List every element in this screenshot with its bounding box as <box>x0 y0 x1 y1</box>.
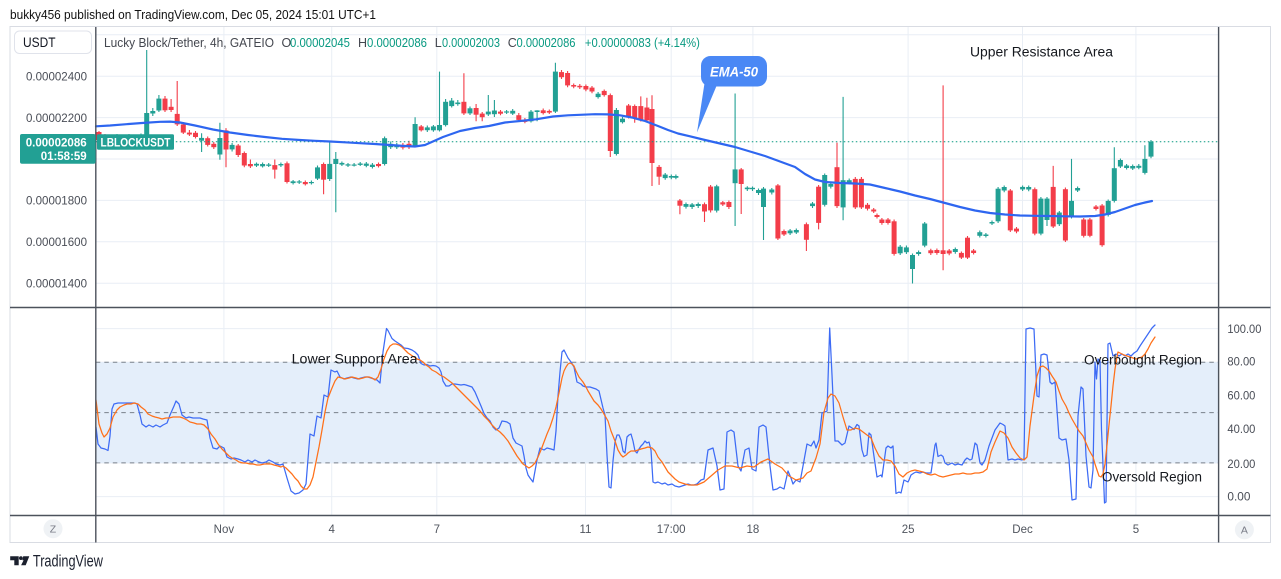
svg-text:Nov: Nov <box>214 524 235 536</box>
svg-text:USDT: USDT <box>23 34 56 50</box>
svg-text:Oversold Region: Oversold Region <box>1102 470 1202 485</box>
svg-text:LBLOCKUSDT: LBLOCKUSDT <box>101 135 172 149</box>
svg-text:7: 7 <box>434 524 440 536</box>
svg-text:0.00001400: 0.00001400 <box>26 276 87 290</box>
svg-text:0.00002200: 0.00002200 <box>26 111 87 125</box>
svg-text:Lower Support Area: Lower Support Area <box>292 352 419 367</box>
svg-text:Lucky Block/Tether, 4h, GATEIO: Lucky Block/Tether, 4h, GATEIO <box>104 36 274 50</box>
svg-text:80.00: 80.00 <box>1227 355 1255 369</box>
svg-text:0.00001600: 0.00001600 <box>26 235 87 249</box>
svg-text:01:58:59: 01:58:59 <box>41 149 87 163</box>
svg-text:60.00: 60.00 <box>1227 389 1255 403</box>
svg-text:40.00: 40.00 <box>1227 422 1255 436</box>
svg-text:0.00002086: 0.00002086 <box>517 36 576 50</box>
svg-text:Upper Resistance Area: Upper Resistance Area <box>970 45 1114 60</box>
svg-text:20.00: 20.00 <box>1227 457 1255 471</box>
svg-text:11: 11 <box>580 524 592 536</box>
svg-text:0.00002086: 0.00002086 <box>367 36 427 50</box>
svg-text:100.00: 100.00 <box>1227 322 1261 336</box>
svg-text:5: 5 <box>1133 524 1139 536</box>
svg-text:0.00002003: 0.00002003 <box>442 36 500 50</box>
svg-text:Dec: Dec <box>1012 524 1033 536</box>
svg-text:0.00: 0.00 <box>1227 490 1250 504</box>
svg-text:25: 25 <box>902 524 915 536</box>
svg-text:bukky456 published on TradingV: bukky456 published on TradingView.com, D… <box>10 7 376 22</box>
svg-text:+0.00000083 (+4.14%): +0.00000083 (+4.14%) <box>585 36 700 50</box>
svg-text:O: O <box>282 36 292 50</box>
svg-text:0.00001800: 0.00001800 <box>26 194 87 208</box>
svg-text:Overbought Region: Overbought Region <box>1084 353 1202 368</box>
svg-text:H: H <box>358 36 367 50</box>
svg-text:A: A <box>1241 525 1248 537</box>
svg-text:TradingView: TradingView <box>33 553 103 571</box>
svg-text:17:00: 17:00 <box>657 524 686 536</box>
svg-text:4: 4 <box>328 524 335 536</box>
svg-text:0.00002400: 0.00002400 <box>26 69 87 83</box>
svg-text:C: C <box>508 36 517 50</box>
svg-text:0.00002045: 0.00002045 <box>290 36 350 50</box>
svg-text:Z: Z <box>50 524 57 536</box>
svg-text:EMA-50: EMA-50 <box>710 64 758 80</box>
svg-text:18: 18 <box>747 524 760 536</box>
svg-text:L: L <box>435 36 442 50</box>
svg-text:0.00002086: 0.00002086 <box>26 135 87 149</box>
